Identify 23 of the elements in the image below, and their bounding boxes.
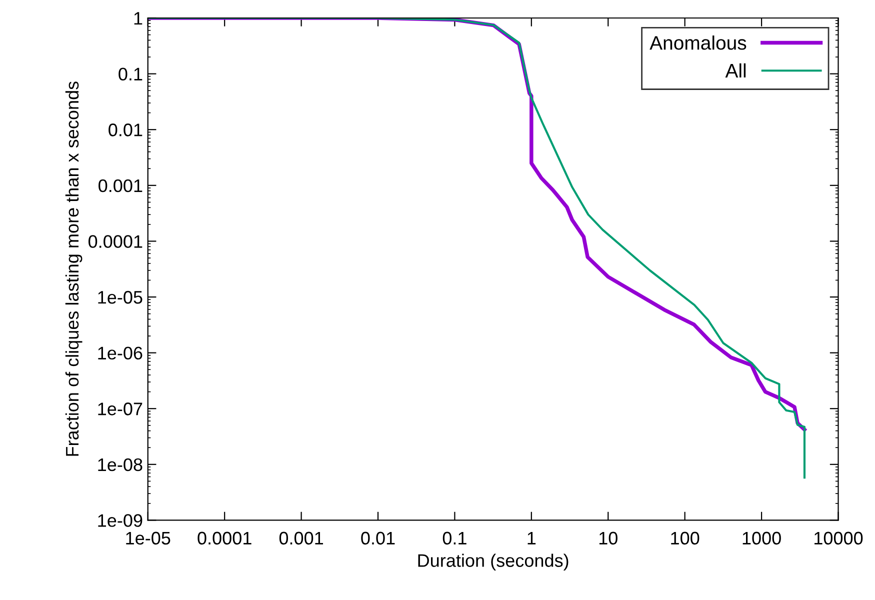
legend-label: All (725, 63, 746, 78)
x-tick-label: 0.1 (442, 532, 466, 545)
y-tick-label: 1e-08 (98, 458, 142, 472)
x-tick-label: 0.01 (361, 532, 395, 545)
x-tick-label: 1000 (742, 532, 781, 545)
y-tick-label: 1e-07 (98, 402, 142, 416)
x-tick-label: 0.0001 (198, 532, 252, 545)
legend-label: Anomalous (650, 36, 746, 50)
y-tick-label: 0.01 (108, 124, 142, 136)
y-axis-title: Fraction of cliques lasting more than x seconds (65, 82, 82, 456)
y-tick-label: 1e-06 (98, 346, 142, 360)
y-tick-label: 1e-09 (98, 514, 142, 527)
x-tick-label: 10000 (814, 532, 863, 545)
x-tick-label: 0.001 (279, 532, 324, 545)
x-tick-label: 1 (528, 532, 536, 544)
x-tick-label: 10 (599, 532, 618, 545)
x-tick-label: 100 (671, 532, 700, 545)
y-tick-label: 0.001 (98, 179, 142, 192)
y-tick-label: 1 (134, 12, 142, 25)
y-tick-label: 1e-05 (98, 290, 142, 304)
x-axis-title: Duration (seconds) (418, 554, 568, 571)
y-tick-label: 0.1 (118, 68, 142, 81)
y-tick-label: 0.0001 (88, 235, 142, 248)
